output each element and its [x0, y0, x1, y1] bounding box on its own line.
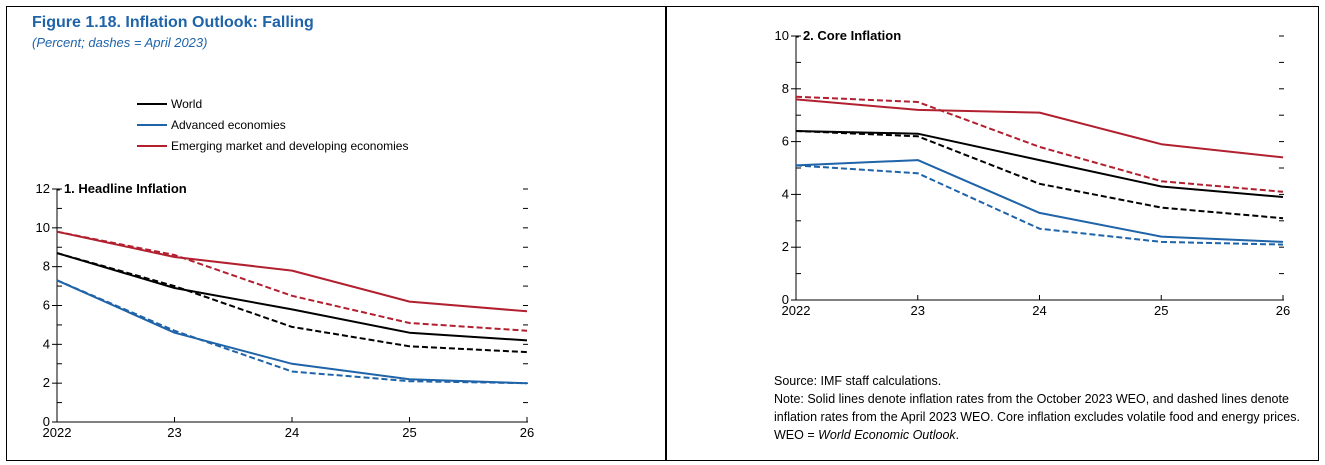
core-panel-title: - 2. Core Inflation — [795, 28, 901, 43]
note-end: . — [955, 428, 960, 442]
core-y-tick-label: 0 — [782, 292, 789, 307]
core-x-tick-label: 24 — [1032, 303, 1046, 318]
core-y-tick-label: 6 — [782, 134, 789, 149]
core-y-tick-label: 2 — [782, 239, 789, 254]
headline-series-advanced-economies-solid — [56, 279, 528, 385]
core-x-tick-label: 23 — [911, 303, 925, 318]
headline-x-tick-label: 2022 — [43, 425, 72, 440]
headline-panel-title: - 1. Headline Inflation — [56, 181, 187, 196]
core-series-advanced-economies-dashed — [795, 164, 1284, 246]
headline-series-world-dashed — [56, 252, 528, 354]
headline-x-tick-label: 24 — [285, 425, 299, 440]
legend: World Advanced economies Emerging market… — [137, 93, 408, 156]
legend-swatch-emerging — [137, 144, 167, 147]
legend-item-world: World — [137, 93, 408, 114]
core-series-world-solid — [795, 130, 1284, 198]
headline-x-tick-label: 23 — [167, 425, 181, 440]
headline-top-tick-label: 12 — [36, 181, 50, 196]
note-body: Note: Solid lines denote inflation rates… — [774, 392, 1300, 442]
left-panel-frame — [6, 6, 666, 461]
headline-series-emerging-market-and-developing-economies-solid — [56, 230, 528, 313]
source-notes: Source: IMF staff calculations. Note: So… — [774, 372, 1304, 444]
headline-y-tick-label: 0 — [43, 414, 50, 429]
legend-item-advanced: Advanced economies — [137, 114, 408, 135]
core-series-emerging-market-and-developing-economies-dashed — [795, 95, 1284, 193]
core-x-tick-label: 2022 — [782, 303, 811, 318]
source-text: Source: IMF staff calculations. — [774, 374, 942, 388]
core-y-tick-label: 4 — [782, 186, 789, 201]
headline-x-tick-label: 26 — [520, 425, 534, 440]
headline-y-tick-label: 4 — [43, 336, 50, 351]
headline-series-world-solid — [56, 252, 528, 342]
figure-title: Figure 1.18. Inflation Outlook: Falling — [32, 14, 314, 31]
core-x-tick-label: 25 — [1154, 303, 1168, 318]
right-panel-frame — [666, 6, 1319, 461]
figure-subtitle: (Percent; dashes = April 2023) — [32, 35, 208, 50]
headline-y-tick-label: 8 — [43, 259, 50, 274]
legend-label-world: World — [171, 96, 203, 111]
core-x-tick-label: 26 — [1276, 303, 1290, 318]
legend-swatch-world — [137, 102, 167, 105]
legend-item-emerging: Emerging market and developing economies — [137, 135, 408, 156]
core-top-tick-label: 10 — [775, 28, 789, 43]
legend-swatch-advanced — [137, 123, 167, 126]
core-y-tick-label: 8 — [782, 81, 789, 96]
headline-y-tick-label: 10 — [36, 220, 50, 235]
core-series-emerging-market-and-developing-economies-solid — [795, 98, 1284, 159]
headline-series-advanced-economies-dashed — [56, 279, 528, 385]
headline-y-tick-label: 2 — [43, 375, 50, 390]
headline-x-tick-label: 25 — [402, 425, 416, 440]
note-italic: World Economic Outlook — [818, 428, 956, 442]
core-series-world-dashed — [795, 130, 1284, 220]
headline-series-emerging-market-and-developing-economies-dashed — [56, 230, 528, 332]
note-text: Note: Solid lines denote inflation rates… — [774, 390, 1304, 444]
headline-y-tick-label: 6 — [43, 298, 50, 313]
core-series-advanced-economies-solid — [795, 159, 1284, 243]
legend-label-advanced: Advanced economies — [171, 117, 286, 132]
legend-label-emerging: Emerging market and developing economies — [171, 138, 409, 153]
